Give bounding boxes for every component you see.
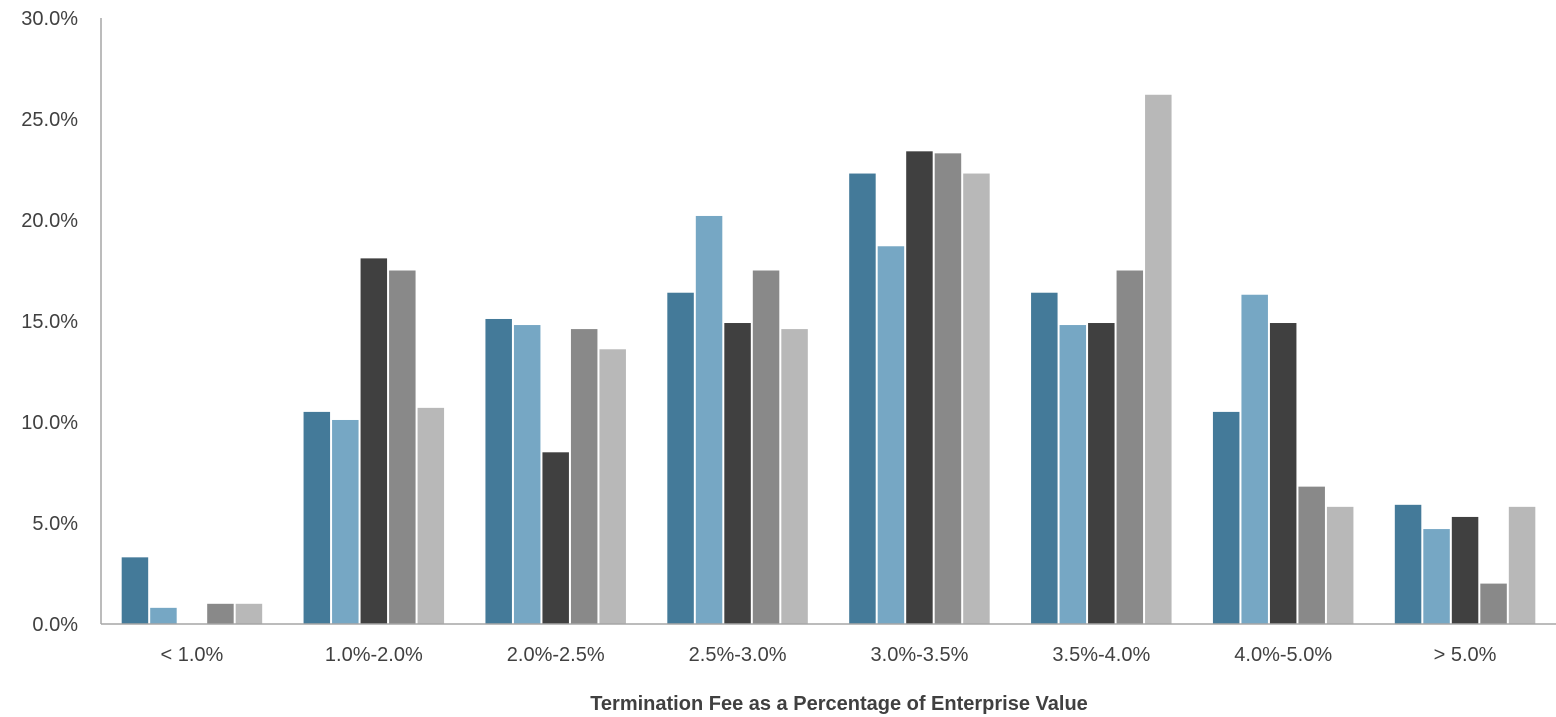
bar — [485, 318, 512, 624]
bar — [1423, 529, 1450, 624]
bar — [877, 246, 905, 624]
bar — [1059, 325, 1087, 624]
y-tick-label: 20.0% — [21, 210, 78, 232]
bars — [121, 94, 1536, 625]
x-axis-ticks: < 1.0% 1.0%-2.0% 2.0%-2.5% 2.5%-3.0% 3.0%-3.… — [161, 644, 1497, 666]
bar — [1031, 292, 1058, 624]
y-tick-label: 0.0% — [32, 614, 78, 636]
bar — [724, 323, 751, 624]
bar — [849, 173, 876, 625]
bar — [360, 258, 388, 624]
bar — [934, 153, 962, 624]
bar — [667, 292, 694, 624]
bar — [570, 329, 598, 624]
bar — [513, 325, 541, 624]
bar — [1088, 323, 1115, 624]
y-axis-ticks: 0.0% 5.0% 10.0% 15.0% 20.0% 25.0% 30.0% — [21, 8, 78, 636]
bar — [781, 329, 808, 624]
bar — [1480, 583, 1507, 624]
bar — [332, 419, 359, 624]
x-tick-label: 2.0%-2.5% — [507, 644, 605, 666]
bar — [752, 270, 780, 624]
bar — [542, 452, 569, 624]
bar — [389, 270, 416, 624]
x-tick-label: > 5.0% — [1434, 644, 1497, 666]
bar — [150, 607, 177, 624]
bar — [1241, 294, 1268, 624]
bar — [1212, 411, 1240, 624]
y-tick-label: 15.0% — [21, 311, 78, 333]
bar — [1451, 516, 1479, 624]
bar — [235, 603, 263, 624]
bar — [417, 407, 445, 624]
x-tick-label: 3.5%-4.0% — [1052, 644, 1150, 666]
bar — [207, 603, 234, 624]
y-tick-label: 5.0% — [32, 513, 78, 535]
bar — [121, 557, 149, 624]
bar — [1269, 323, 1297, 624]
x-tick-label: 4.0%-5.0% — [1234, 644, 1332, 666]
x-tick-label: 3.0%-3.5% — [871, 644, 969, 666]
bar — [906, 151, 933, 624]
y-tick-label: 10.0% — [21, 412, 78, 434]
bar — [599, 349, 626, 624]
bar — [1145, 94, 1172, 624]
y-tick-label: 30.0% — [21, 8, 78, 30]
bar — [303, 411, 331, 624]
x-tick-label: 1.0%-2.0% — [325, 644, 423, 666]
bar — [1394, 504, 1422, 624]
y-tick-label: 25.0% — [21, 109, 78, 131]
bar — [1116, 270, 1144, 624]
bar — [1326, 506, 1354, 624]
x-tick-label: 2.5%-3.0% — [689, 644, 787, 666]
bar — [1508, 506, 1536, 624]
x-axis-title: Termination Fee as a Percentage of Enter… — [590, 693, 1088, 715]
bar — [1298, 486, 1325, 624]
x-tick-label: < 1.0% — [161, 644, 224, 666]
bar — [963, 173, 990, 625]
bar — [695, 215, 723, 624]
